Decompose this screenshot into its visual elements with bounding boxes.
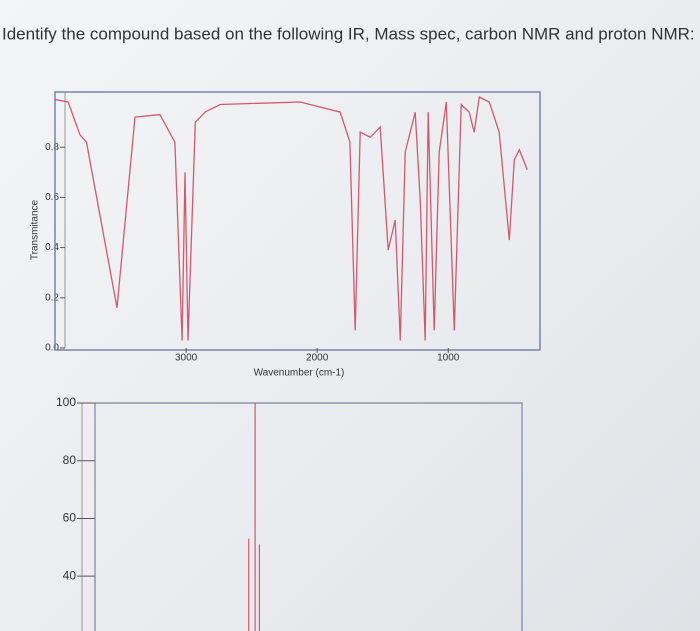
y-tick-label: 80 [63, 453, 77, 467]
x-tick-label: 3000 [175, 353, 198, 364]
y-tick-label: 40 [63, 568, 77, 582]
y-tick-label: 0.8 [45, 142, 59, 153]
y-tick-label: 0.2 [45, 292, 59, 303]
x-tick-label: 2000 [306, 353, 329, 364]
x-axis-label: Wavenumber (cm-1) [254, 368, 345, 379]
y-tick-label: 0.4 [45, 242, 59, 253]
y-axis-label: Transmitance [30, 199, 41, 260]
y-tick-label: 100 [56, 395, 76, 409]
y-tick-label: 0.6 [45, 192, 59, 203]
y-tick-label: 0.0 [45, 343, 59, 354]
ir-spectrum [54, 96, 528, 341]
question: Identify the compound based on the follo… [2, 24, 695, 43]
y-tick-label: 60 [63, 511, 77, 525]
x-tick-label: 1000 [437, 353, 460, 364]
plot-frame [54, 91, 541, 351]
plot-frame [94, 402, 523, 631]
